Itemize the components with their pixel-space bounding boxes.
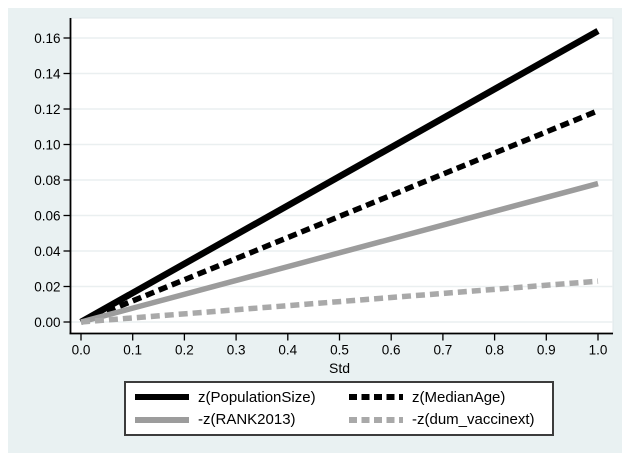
legend-label: z(PopulationSize) [198,388,316,406]
y-tick-label: 0.16 [34,31,60,46]
x-tick-label: 0.5 [330,343,349,358]
series-line [80,278,599,325]
legend: z(PopulationSize) z(MedianAge) -z(RANK20… [124,381,554,436]
legend-entry: z(PopulationSize) [134,389,348,406]
legend-key-line [349,394,403,401]
tick-labels: 0.00 0.02 0.04 0.06 0.08 0.10 0.12 0.14 0.16 0.0 0… [34,31,607,358]
axes [69,18,613,335]
series-line [79,28,600,325]
series-line [80,180,599,325]
legend-key-line [135,416,189,423]
series-lines [79,28,600,325]
y-tick-label: 0.08 [34,173,60,188]
y-tick-label: 0.02 [34,280,60,295]
x-tick-label: 0.7 [434,343,453,358]
y-tick-label: 0.10 [34,138,60,153]
y-tick-label: 0.04 [34,244,61,259]
x-tick-label: 0.1 [123,343,142,358]
legend-entry: z(MedianAge) [348,389,548,406]
legend-label: -z(RANK2013) [198,411,296,429]
legend-label: z(MedianAge) [412,388,506,406]
x-tick-label: 0.8 [485,343,504,358]
legend-key-line [349,416,403,423]
y-tick-label: 0.00 [34,315,60,330]
x-tick-label: 0.6 [382,343,401,358]
x-tick-label: 0.2 [175,343,194,358]
x-tick-label: 0.4 [278,343,297,358]
legend-entry: -z(RANK2013) [134,411,348,428]
legend-label: -z(dum_vaccinext) [412,411,535,429]
series-line [79,108,600,325]
legend-entry: -z(dum_vaccinext) [348,411,548,428]
x-tick-label: 0.9 [537,343,556,358]
y-tick-label: 0.14 [34,67,61,82]
tick-marks [63,37,599,341]
y-tick-label: 0.06 [34,209,60,224]
x-tick-label: 0.3 [227,343,246,358]
x-tick-label: 1.0 [589,343,608,358]
y-tick-label: 0.12 [34,102,60,117]
x-tick-label: 0.0 [72,343,91,358]
x-axis-title: Std [328,360,350,376]
legend-key-line [135,394,189,401]
